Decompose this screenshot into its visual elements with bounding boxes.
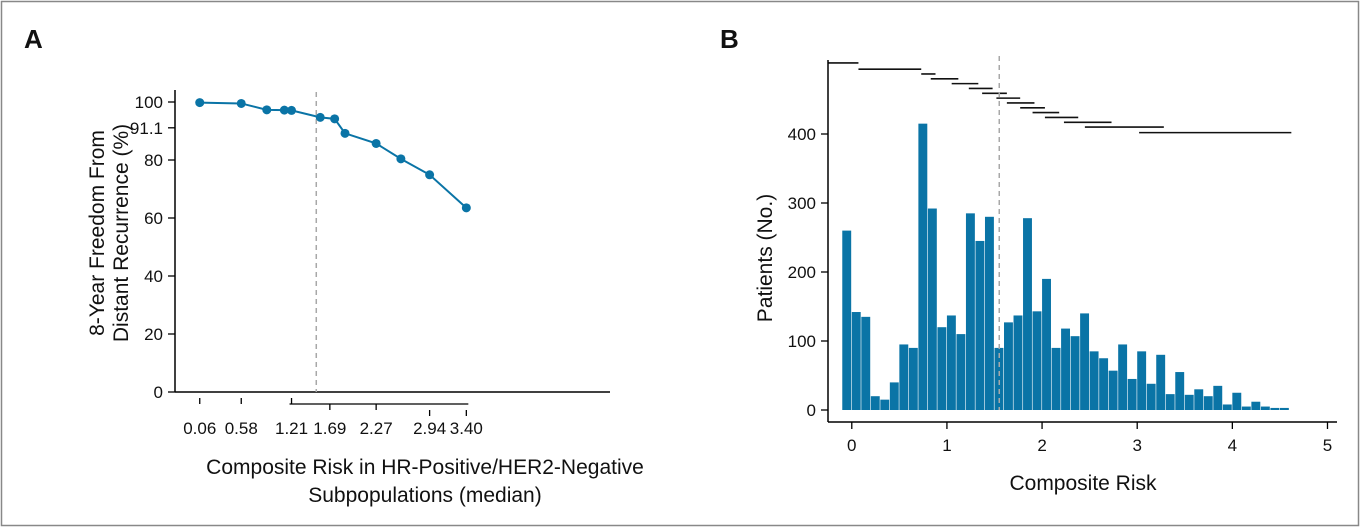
panel-b-histogram-bar (1165, 394, 1175, 410)
panel-a-y-tick-label: 60 (144, 209, 163, 228)
panel-a-x-tick-label: 1.69 (313, 419, 346, 438)
panel-b-histogram-bar (1270, 407, 1280, 410)
panel-b-histogram-bar (1232, 392, 1242, 410)
panel-b-histogram-bar (918, 123, 928, 411)
panel-b-histogram-bar (1023, 218, 1032, 410)
panel-b-histogram-bar (1260, 406, 1270, 410)
panel-b-histogram-bar (1137, 351, 1147, 410)
panel-b-y-tick-label: 300 (788, 194, 816, 213)
panel-b-y-tick-label: 200 (788, 263, 816, 282)
panel-b-histogram-bar (1146, 383, 1156, 410)
panel-b-histogram-bar (1194, 389, 1204, 410)
panel-b-histogram-bar (861, 316, 871, 410)
panel-a-data-point (371, 138, 381, 148)
panel-b-histogram-bar (1213, 385, 1223, 410)
panel-b-histogram-bar (1203, 396, 1213, 410)
panel-a-x-tick-label: 2.94 (413, 419, 446, 438)
panel-a-y-axis-label-line: Distant Recurrence (%) (110, 124, 133, 342)
panel-a-data-point (195, 98, 205, 108)
panel-b-histogram-bar (842, 230, 852, 410)
panel-b-x-tick-label: 3 (1132, 436, 1141, 455)
panel-b-y-tick-label: 400 (788, 125, 816, 144)
panel-a-y-axis-label: 8-Year Freedom FromDistant Recurrence (%… (86, 124, 133, 342)
panel-a-x-tick-label: 2.27 (360, 419, 393, 438)
panel-b-x-axis-label: Composite Risk (1009, 472, 1157, 495)
panel-b-histogram-bar (1089, 351, 1099, 410)
panel-b-y-axis-label: Patients (No.) (754, 194, 777, 322)
panel-a-y-tick-label: 100 (135, 93, 163, 112)
panel-b-x-tick-label: 2 (1037, 436, 1046, 455)
panel-b-histogram-bar (851, 312, 861, 410)
panel-b-histogram-bar (984, 216, 994, 410)
panel-b-histogram-bar (889, 382, 899, 410)
panel-b-histogram-bar (1051, 347, 1061, 410)
panel-b-histogram: 0 100 200 300 400 0 1 2 3 4 5 Patients (No.) Composi… (754, 56, 1337, 495)
panel-b-histogram-bar (994, 347, 1004, 410)
panel-a-data-point (287, 105, 297, 115)
panel-b-x-tick-label: 4 (1228, 436, 1237, 455)
panel-a-x-axis-label-line: Composite Risk in HR-Positive/HER2-Negat… (206, 456, 644, 479)
panel-b-letter: B (720, 24, 739, 54)
panel-a-data-point (425, 170, 435, 180)
panel-b-histogram-bar (1080, 313, 1090, 410)
panel-a-data-point (236, 98, 246, 108)
panel-a-letter: A (24, 24, 43, 54)
panel-a-data-point (279, 105, 289, 115)
panel-a-x-axis-label-line: Subpopulations (median) (308, 484, 541, 507)
panel-b-histogram-bar (880, 399, 890, 410)
panel-a-data-point (262, 105, 272, 115)
panel-a-y-tick-label: 20 (144, 325, 163, 344)
panel-a-data-point (330, 114, 340, 124)
panel-b-histogram-bar (946, 315, 956, 410)
panel-b-histogram-bar (1099, 358, 1109, 410)
panel-b-histogram-bar (965, 213, 975, 410)
panel-a-line-chart: 0 20 40 60 80 91.1 100 0.06 0.58 1.21 1.69 2.27 2.94… (86, 90, 644, 507)
panel-a-y-tick-label: 0 (154, 383, 163, 402)
panel-b-histogram-bar (1279, 407, 1289, 410)
panel-b-histogram-bar (1118, 344, 1128, 410)
panel-b-histogram-bar (1127, 378, 1137, 410)
panel-b-x-tick-label: 5 (1323, 436, 1332, 455)
panel-b-x-tick-label: 1 (942, 436, 951, 455)
panel-b-histogram-bar (927, 208, 937, 410)
panel-b-x-tick-label: 0 (847, 436, 856, 455)
panel-a-y-tick-label: 80 (144, 151, 163, 170)
panel-b-histogram-bar (1184, 394, 1194, 410)
panel-b-histogram-bar (870, 396, 880, 410)
panel-b-histogram-bar (1156, 354, 1166, 410)
panel-a-y-tick-label: 40 (144, 267, 163, 286)
panel-b-histogram-bar (1032, 311, 1042, 410)
panel-a-x-tick-label: 0.58 (225, 419, 258, 438)
panel-b-histogram-bar (1070, 336, 1080, 410)
panel-a-x-tick-label: 0.06 (183, 419, 216, 438)
panel-a-x-tick-label: 3.40 (450, 419, 483, 438)
panel-b-histogram-bar (1004, 322, 1013, 410)
panel-b-histogram-bar (1175, 372, 1185, 410)
panel-b-histogram-bar (1241, 406, 1251, 410)
panel-b-histogram-bar (1251, 401, 1261, 410)
panel-b-histogram-bar (975, 240, 985, 410)
panel-a-data-point (315, 112, 325, 122)
panel-a-data-point (461, 203, 471, 213)
panel-b-histogram-bar (908, 347, 918, 410)
panel-b-histogram-bar (937, 327, 947, 410)
panel-a-data-point (340, 128, 350, 138)
panel-a-y-axis-label-line: 8-Year Freedom From (86, 130, 109, 336)
panel-b-y-tick-label: 100 (788, 332, 816, 351)
panel-b-histogram-bar (1042, 278, 1051, 410)
panel-a-y-tick-label: 91.1 (130, 119, 163, 138)
panel-b-histogram-bar (1108, 370, 1118, 410)
panel-b-histogram-bar (1222, 404, 1232, 410)
panel-b-histogram-bar (1061, 328, 1071, 410)
panel-b-histogram-bar (1013, 315, 1023, 410)
panel-b-histogram-bar (956, 334, 966, 410)
panel-b-y-tick-label: 0 (807, 401, 816, 420)
panel-b-histogram-bar (899, 344, 909, 410)
panel-a-data-point (396, 154, 406, 164)
panel-a-x-tick-label: 1.21 (275, 419, 308, 438)
